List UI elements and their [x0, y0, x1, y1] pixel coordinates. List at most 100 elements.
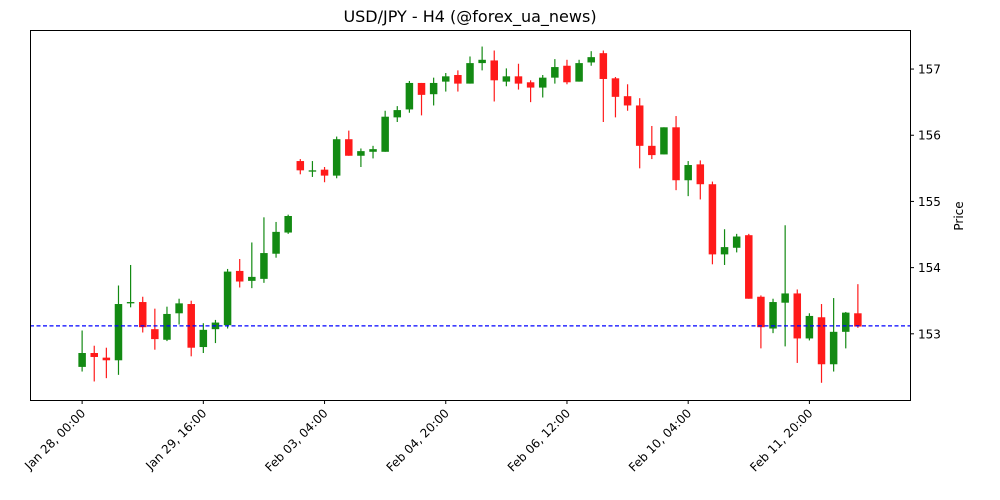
candle — [526, 80, 535, 103]
candle-body — [126, 302, 135, 304]
candle-body — [769, 302, 777, 329]
candle-body — [648, 145, 656, 156]
candle — [781, 225, 789, 347]
candle-body — [708, 184, 717, 255]
candle — [332, 136, 341, 179]
candle — [745, 233, 753, 299]
candle — [102, 347, 111, 379]
candle — [272, 221, 280, 258]
candle-body — [114, 304, 123, 361]
candle-body — [284, 215, 292, 233]
y-axis-label: Price — [952, 201, 966, 230]
candle — [284, 214, 292, 234]
candle-body — [745, 235, 753, 299]
candle — [551, 59, 559, 84]
candle-body — [223, 271, 232, 326]
candle — [248, 242, 256, 289]
candle — [405, 80, 414, 113]
candle-body — [235, 270, 244, 282]
candle-body — [90, 353, 98, 357]
candle — [78, 330, 86, 372]
candle — [417, 82, 426, 116]
candle-body — [369, 149, 377, 152]
candle-body — [696, 164, 705, 185]
candle — [854, 284, 862, 328]
candle — [296, 159, 305, 175]
candle-body — [248, 276, 256, 281]
candle-body — [296, 161, 305, 171]
candle-body — [357, 151, 365, 156]
candle — [369, 145, 377, 159]
candle — [490, 50, 498, 102]
candle — [696, 160, 705, 200]
candle — [211, 319, 220, 344]
candle — [611, 76, 620, 118]
candle — [478, 46, 486, 71]
candle-body — [551, 67, 559, 78]
candle — [126, 264, 135, 308]
candle-body — [163, 313, 171, 340]
candle — [235, 259, 244, 288]
candle-body — [672, 127, 680, 181]
candle — [538, 75, 547, 98]
candle — [587, 51, 595, 66]
candle — [720, 229, 729, 265]
candle-body — [635, 105, 644, 146]
candle — [223, 268, 232, 329]
candle-body — [829, 331, 838, 365]
candle-body — [563, 65, 571, 83]
candle — [429, 77, 438, 106]
candle — [187, 300, 195, 357]
candle — [320, 167, 329, 183]
candle-body — [138, 302, 147, 328]
candle — [442, 73, 450, 92]
candle-body — [272, 231, 280, 254]
candle-body — [187, 304, 195, 348]
y-axis: 153 154 155 156 157 — [910, 63, 941, 341]
candle-body — [854, 313, 862, 327]
candle-body — [732, 236, 741, 248]
candle — [308, 161, 317, 177]
candle — [175, 298, 183, 325]
candle — [757, 295, 765, 349]
candle — [466, 56, 474, 84]
candle — [732, 233, 741, 253]
candle-body — [514, 76, 523, 84]
candle-body — [417, 82, 426, 95]
candle-body — [575, 63, 583, 82]
candle-body — [175, 303, 183, 314]
candles-layer — [78, 46, 862, 383]
candle-body — [429, 82, 438, 95]
candle-body — [490, 60, 498, 81]
candle-body — [466, 63, 474, 84]
candle — [502, 68, 511, 87]
y-tick-label: 157 — [918, 63, 941, 77]
candle — [805, 313, 814, 341]
candle — [708, 181, 717, 265]
candle-body — [720, 247, 729, 255]
candle — [599, 50, 608, 123]
candle-body — [502, 76, 511, 82]
candle — [575, 59, 583, 82]
candle-body — [102, 357, 111, 361]
candle — [138, 296, 147, 333]
candle-body — [381, 116, 389, 152]
candle-body — [260, 253, 268, 279]
candle — [199, 323, 208, 354]
candle-body — [320, 169, 329, 176]
candle — [635, 98, 644, 169]
candle-body — [345, 139, 353, 156]
candle — [684, 161, 692, 197]
candle-body — [805, 315, 814, 339]
candle-body — [781, 293, 789, 303]
candle-body — [393, 110, 402, 118]
candle-body — [660, 127, 668, 155]
y-tick-label: 153 — [918, 327, 941, 341]
candle-body — [526, 82, 535, 88]
candle-body — [454, 75, 462, 84]
chart-title: USD/JPY - H4 (@forex_ua_news) — [343, 7, 596, 27]
candle-body — [478, 59, 486, 64]
candle-body — [442, 76, 450, 82]
x-tick-label: Feb 11, 20:00 — [747, 406, 815, 474]
